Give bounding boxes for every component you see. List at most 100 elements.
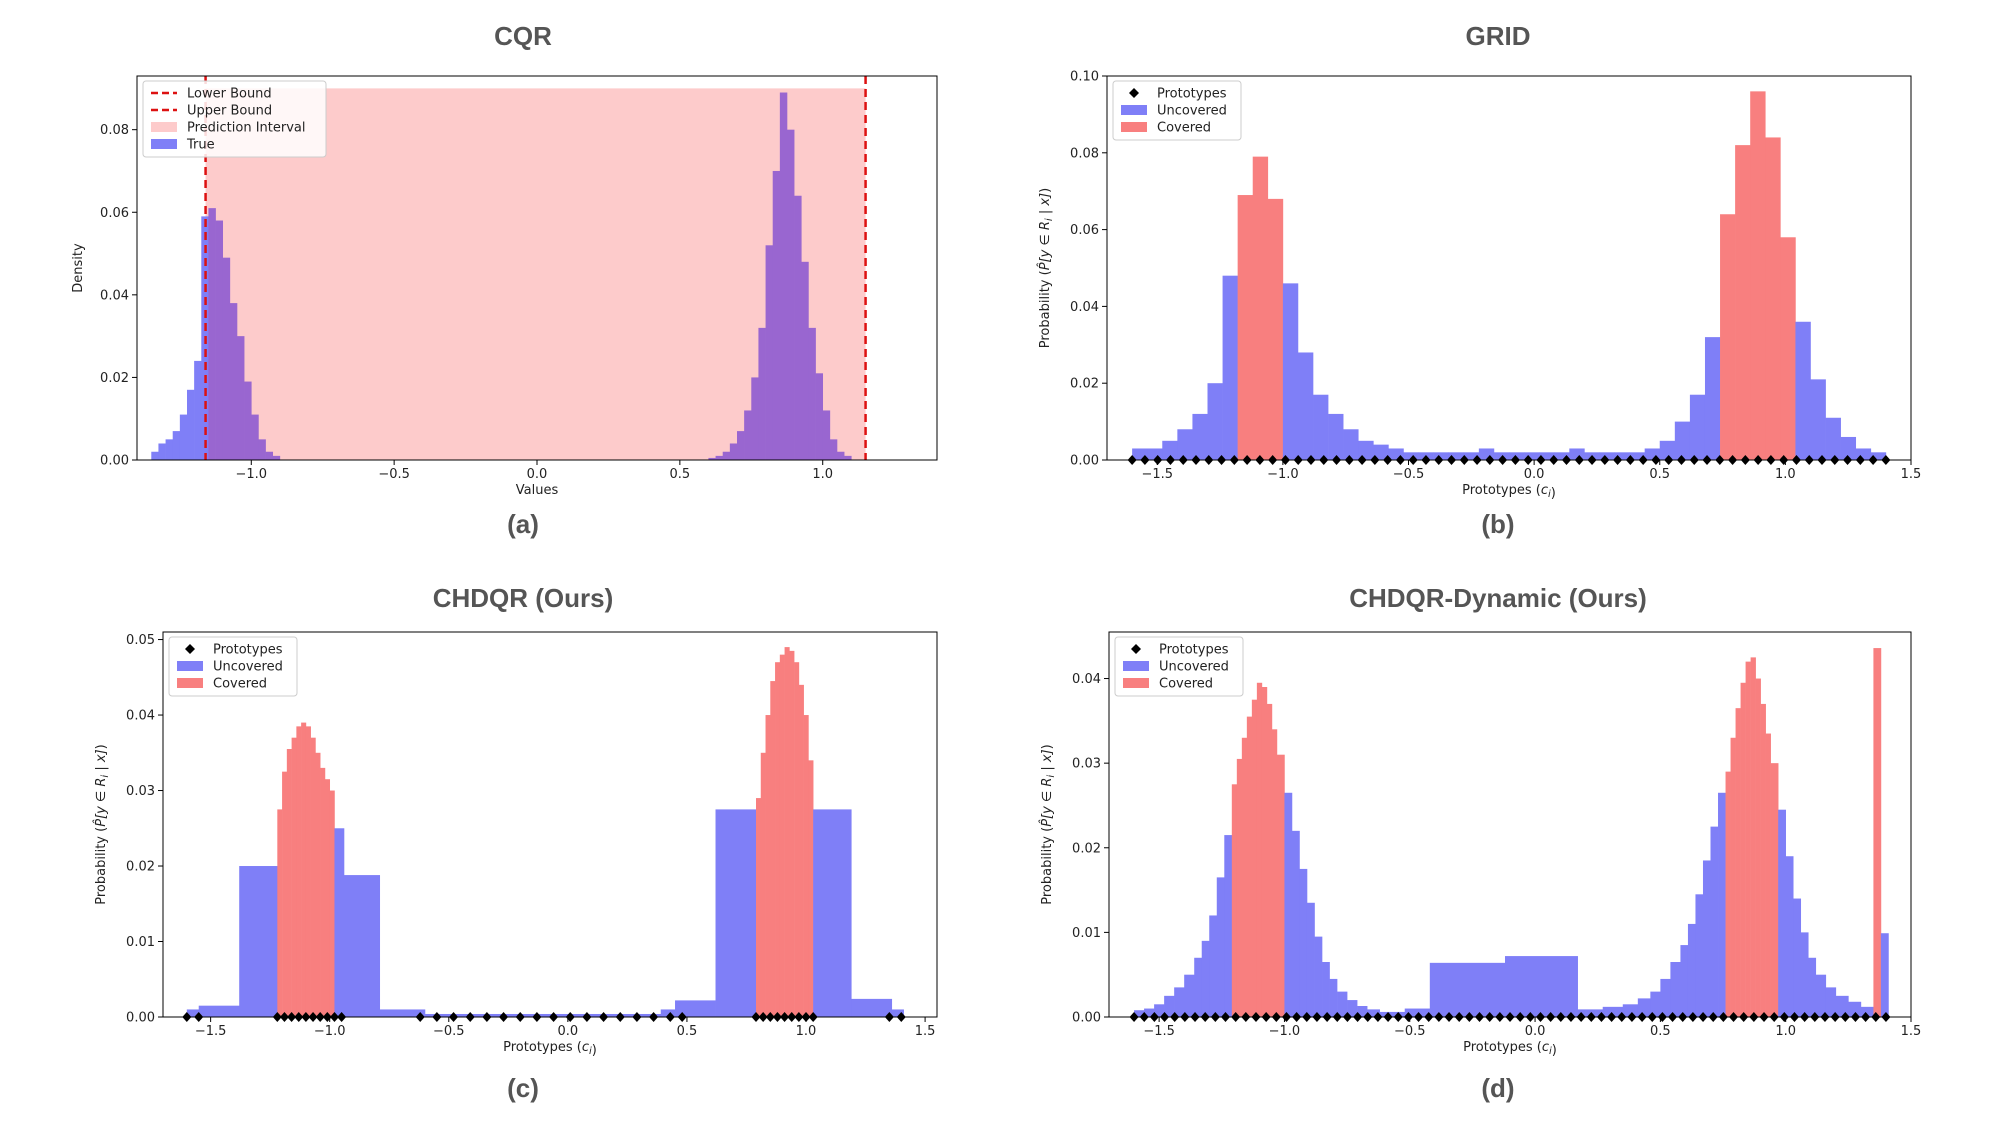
x-tick-label: 0.0 <box>558 1024 579 1039</box>
uncovered-bar <box>1554 452 1570 460</box>
covered-bar <box>789 650 795 1017</box>
histogram-bar <box>172 431 181 460</box>
covered-bar <box>1256 682 1263 1017</box>
histogram-bar <box>244 381 252 460</box>
uncovered-bar <box>1463 452 1480 460</box>
uncovered-bar <box>1710 826 1719 1017</box>
uncovered-bar <box>1224 835 1233 1017</box>
legend-label: Covered <box>1157 121 1211 136</box>
uncovered-bar <box>198 1005 240 1017</box>
y-tick-label: 0.08 <box>100 123 129 138</box>
covered-bar <box>1755 678 1761 1017</box>
histogram-bar <box>194 360 202 460</box>
uncovered-bar <box>1373 444 1389 460</box>
covered-bar <box>1251 699 1258 1017</box>
uncovered-bar <box>1216 877 1225 1017</box>
histogram-bar <box>737 431 745 460</box>
x-axis-label: Prototypes (ci) <box>1463 1040 1557 1058</box>
histogram-bar <box>151 451 159 460</box>
uncovered-bar <box>1147 448 1163 460</box>
uncovered-bar <box>1144 1008 1155 1017</box>
histogram-bar <box>801 261 809 460</box>
covered-bar <box>1237 195 1254 461</box>
x-tick-label: 1.0 <box>1775 1024 1796 1039</box>
x-tick-label: 1.0 <box>812 467 833 482</box>
histogram-bar <box>815 373 824 460</box>
uncovered-bar <box>675 1000 716 1017</box>
histogram-bar <box>179 414 188 460</box>
uncovered-bar <box>1825 417 1841 460</box>
legend-swatch <box>1121 122 1147 132</box>
uncovered-bar <box>1284 792 1293 1017</box>
legend-label: True <box>186 138 215 153</box>
uncovered-bar <box>1793 898 1802 1017</box>
chart-a: CQR (a) −1.0 −0.5 0.0 0.5 1.0 0.00 0.02 0.04 0.06 0… <box>71 21 938 539</box>
y-axis-label: Probability (P̂[y ∈ Ri | x]) <box>94 744 111 904</box>
x-tick-label: 1.0 <box>1775 467 1796 482</box>
x-tick-label: −1.0 <box>235 467 267 482</box>
uncovered-bar <box>239 866 278 1017</box>
x-tick-label: 0.5 <box>1649 467 1670 482</box>
chart-d: CHDQR-Dynamic (Ours) (d) −1.5 −1.0 −0.5 0.0 0.… <box>1040 583 1922 1103</box>
uncovered-bar <box>1659 440 1676 460</box>
histogram-bar <box>758 327 766 460</box>
y-tick-label: 0.04 <box>1072 672 1101 687</box>
uncovered-bar <box>1840 436 1857 460</box>
covered-bar <box>310 737 316 1017</box>
chart-title: CHDQR (Ours) <box>433 583 614 613</box>
uncovered-bar <box>1134 1010 1145 1017</box>
histogram-bar <box>272 455 281 460</box>
legend-swatch <box>1123 678 1149 688</box>
covered-bar <box>301 722 307 1017</box>
uncovered-bar <box>1718 792 1726 1017</box>
x-tick-label: 0.0 <box>1524 467 1545 482</box>
legend-label: Covered <box>213 677 267 692</box>
uncovered-bar <box>715 809 757 1017</box>
uncovered-bar <box>1429 962 1506 1017</box>
covered-bar <box>1750 657 1756 1017</box>
x-tick-label: −1.0 <box>314 1024 346 1039</box>
histogram-bar <box>829 439 838 460</box>
histogram-bar <box>237 336 245 460</box>
covered-bar <box>1735 145 1751 460</box>
uncovered-bar <box>1132 448 1148 460</box>
x-tick-label: 1.5 <box>1901 1024 1922 1039</box>
x-tick-label: −0.5 <box>378 467 410 482</box>
uncovered-bar <box>1314 936 1323 1017</box>
uncovered-bar <box>1808 957 1817 1017</box>
covered-bar <box>1261 687 1268 1017</box>
x-tick-label: 1.5 <box>1901 467 1922 482</box>
axes-frame <box>162 631 938 1018</box>
x-tick-label: −1.5 <box>1141 467 1173 482</box>
uncovered-bar <box>891 1009 904 1017</box>
y-tick-label: 0.00 <box>100 454 129 469</box>
uncovered-bar <box>379 1009 426 1017</box>
histogram-bar <box>229 303 238 460</box>
uncovered-bar <box>1670 962 1681 1017</box>
uncovered-bar <box>334 828 345 1017</box>
histogram-bar <box>715 455 724 460</box>
covered-bar <box>277 809 283 1017</box>
uncovered-bar <box>1795 321 1811 460</box>
legend-frame <box>142 80 327 158</box>
histogram-bar <box>165 439 174 460</box>
legend-label: Uncovered <box>1157 104 1227 119</box>
y-axis-label: Density <box>71 243 86 293</box>
legend: Prototypes Uncovered Covered <box>168 636 298 697</box>
covered-bar <box>1720 214 1736 460</box>
covered-bar <box>798 684 804 1017</box>
uncovered-bar <box>1177 429 1193 460</box>
histogram-bar <box>765 245 774 460</box>
uncovered-bar <box>1194 957 1203 1017</box>
covered-bar <box>320 767 326 1017</box>
uncovered-bar <box>1388 448 1404 460</box>
uncovered-bar <box>1154 1004 1165 1017</box>
legend-label: Prediction Interval <box>187 121 306 136</box>
histogram-bar <box>822 410 831 460</box>
covered-bar <box>1745 661 1751 1017</box>
covered-bar <box>1276 754 1285 1017</box>
uncovered-bar <box>1306 902 1315 1017</box>
x-axis-label: Prototypes (ci) <box>503 1040 597 1058</box>
uncovered-bar <box>1848 1001 1862 1017</box>
uncovered-bar <box>1825 987 1837 1017</box>
